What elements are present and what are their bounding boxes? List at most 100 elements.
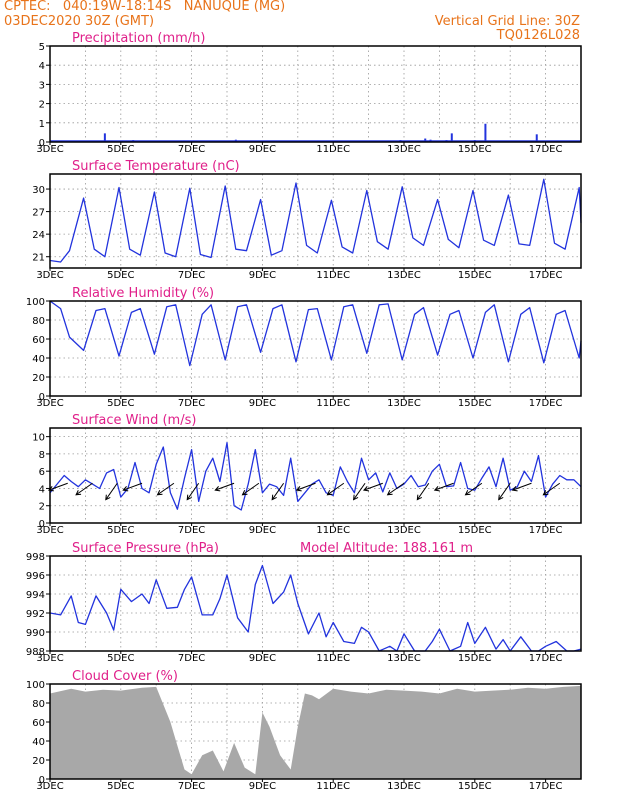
x-tick-label: 7DEC: [178, 781, 205, 792]
x-tick-label: 17DEC: [529, 525, 563, 536]
y-tick-label: 100: [26, 297, 45, 308]
wind-arrow: [157, 482, 175, 496]
wind-arrow-head: [295, 486, 302, 492]
x-tick-label: 15DEC: [458, 270, 492, 281]
wind-arrow: [271, 482, 285, 500]
y-tick-label: 20: [32, 373, 45, 384]
wind-arrow-head: [241, 490, 248, 496]
x-tick-label: 17DEC: [529, 398, 563, 409]
y-tick-label: 988: [26, 647, 45, 658]
series-line: [49, 564, 582, 652]
y-tick-label: 80: [32, 316, 45, 327]
panel-1: 21 24 27 30 3DEC 5DEC 7DEC 9DEC 11DEC 13DEC 15DEC 1…: [32, 159, 582, 281]
panel-frame: [49, 300, 582, 397]
panel-title: Relative Humidity (%): [72, 286, 214, 301]
header-code: TQ0126L028: [496, 28, 580, 43]
y-tick-label: 0: [39, 519, 45, 530]
x-tick-label: 7DEC: [178, 398, 205, 409]
x-tick-label: 9DEC: [249, 270, 276, 281]
y-tick-label: 8: [39, 450, 45, 461]
y-tick-label: 4: [39, 484, 45, 495]
x-tick-label: 11DEC: [316, 653, 350, 664]
wind-arrow-head: [352, 494, 359, 501]
wind-arrow-head: [386, 490, 393, 496]
y-tick-label: 992: [26, 609, 45, 620]
y-tick-label: 0: [39, 775, 45, 786]
x-tick-label: 13DEC: [387, 653, 421, 664]
wind-arrow-head: [542, 490, 549, 496]
wind-arrow: [363, 482, 383, 491]
panel-2: 0 20 40 60 80 100 3DEC 5DEC 7DEC 9DEC 11DEC 13DEC 15…: [26, 286, 582, 409]
panel-title: Surface Temperature (nC): [72, 159, 240, 174]
panel-5: 0 20 40 60 80 100 3DEC 5DEC 7DEC 9DEC 11DEC 13DEC 15…: [26, 669, 582, 792]
wind-arrow-head: [186, 494, 192, 501]
wind-arrow-head: [511, 486, 518, 492]
y-tick-label: 10: [32, 433, 45, 444]
y-tick-label: 3: [39, 80, 45, 91]
panel-title: Surface Wind (m/s): [72, 413, 196, 428]
wind-arrow: [48, 482, 68, 491]
x-tick-label: 15DEC: [458, 144, 492, 155]
wind-arrow-head: [214, 486, 221, 492]
panel-frame: [49, 45, 582, 143]
y-tick-label: 40: [32, 737, 45, 748]
altitude-note: Model Altitude: 188.161 m: [300, 541, 473, 556]
wind-arrow: [498, 482, 511, 500]
y-tick-label: 20: [32, 756, 45, 767]
y-tick-label: 24: [32, 230, 45, 241]
x-tick-label: 17DEC: [529, 781, 563, 792]
precip-bar: [450, 133, 453, 142]
x-tick-label: 11DEC: [316, 525, 350, 536]
header-grid-note: Vertical Grid Line: 30Z: [434, 14, 580, 29]
wind-arrow: [327, 482, 345, 496]
x-tick-label: 15DEC: [458, 398, 492, 409]
wind-arrow: [465, 482, 483, 496]
wind-arrow: [387, 482, 405, 496]
x-tick-label: 3DEC: [36, 398, 63, 409]
x-tick-label: 9DEC: [249, 525, 276, 536]
x-tick-label: 5DEC: [107, 398, 134, 409]
x-tick-label: 11DEC: [316, 144, 350, 155]
x-tick-label: 13DEC: [387, 144, 421, 155]
wind-arrow: [186, 482, 200, 500]
series-line: [49, 178, 582, 263]
y-tick-label: 2: [39, 502, 45, 513]
panel-frame: [49, 427, 582, 524]
y-tick-label: 21: [32, 253, 45, 264]
y-tick-label: 80: [32, 699, 45, 710]
wind-arrow: [296, 482, 316, 491]
x-tick-label: 15DEC: [458, 781, 492, 792]
x-tick-label: 3DEC: [36, 270, 63, 281]
x-tick-label: 3DEC: [36, 144, 63, 155]
panel-title: Precipitation (mm/h): [72, 31, 205, 46]
x-tick-label: 13DEC: [387, 525, 421, 536]
wind-arrow-head: [498, 494, 504, 501]
y-tick-label: 1: [39, 119, 45, 130]
wind-arrow: [434, 482, 454, 491]
x-tick-label: 3DEC: [36, 653, 63, 664]
wind-arrow-head: [105, 494, 111, 501]
x-tick-label: 9DEC: [249, 144, 276, 155]
y-tick-label: 30: [32, 185, 45, 196]
panel-frame: [49, 683, 582, 780]
x-tick-label: 7DEC: [178, 144, 205, 155]
y-tick-label: 100: [26, 680, 45, 691]
wind-arrow-head: [75, 490, 82, 496]
wind-arrow: [242, 482, 260, 496]
panel-frame: [49, 173, 582, 269]
wind-arrow: [75, 482, 93, 496]
precip-bar: [535, 134, 538, 142]
wind-arrow: [353, 482, 366, 500]
y-tick-label: 40: [32, 354, 45, 365]
x-tick-label: 3DEC: [36, 781, 63, 792]
wind-arrow: [105, 482, 118, 500]
x-tick-label: 3DEC: [36, 525, 63, 536]
y-tick-label: 994: [26, 590, 45, 601]
wind-arrow: [512, 482, 532, 491]
wind-arrow-head: [156, 490, 163, 496]
y-tick-label: 990: [26, 628, 45, 639]
wind-arrow-head: [416, 494, 423, 501]
wind-arrow-head: [271, 494, 277, 501]
x-tick-label: 9DEC: [249, 653, 276, 664]
